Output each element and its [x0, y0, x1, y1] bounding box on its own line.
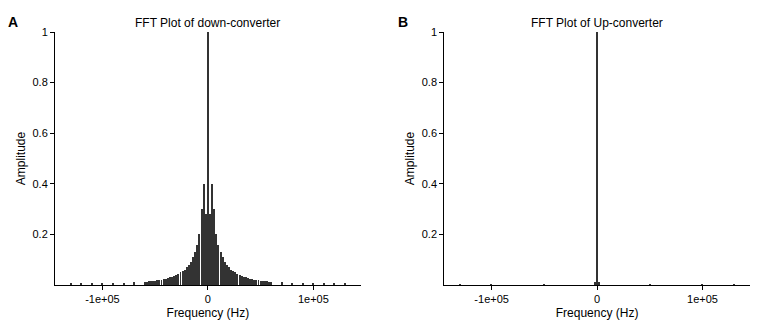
svg-text:1: 1	[42, 26, 48, 38]
svg-text:0.4: 0.4	[422, 178, 437, 190]
svg-text:0: 0	[594, 293, 600, 305]
svg-text:0.8: 0.8	[422, 76, 437, 88]
svg-text:0.2: 0.2	[422, 228, 437, 240]
svg-text:B: B	[398, 14, 408, 30]
svg-text:-1e+05: -1e+05	[85, 293, 120, 305]
svg-text:0.6: 0.6	[422, 127, 437, 139]
svg-text:Amplitude: Amplitude	[403, 132, 417, 186]
svg-text:0.8: 0.8	[33, 76, 48, 88]
svg-text:FFT Plot of Up-converter: FFT Plot of Up-converter	[531, 16, 663, 30]
svg-text:Frequency (Hz): Frequency (Hz)	[167, 306, 250, 320]
svg-text:0.2: 0.2	[33, 228, 48, 240]
svg-text:-1e+05: -1e+05	[474, 293, 509, 305]
svg-text:0.6: 0.6	[33, 127, 48, 139]
svg-text:1e+05: 1e+05	[298, 293, 329, 305]
svg-text:Amplitude: Amplitude	[14, 132, 28, 186]
svg-text:FFT Plot of down-converter: FFT Plot of down-converter	[135, 16, 280, 30]
svg-text:1e+05: 1e+05	[687, 293, 718, 305]
svg-text:0: 0	[205, 293, 211, 305]
svg-text:A: A	[8, 14, 18, 30]
svg-text:1: 1	[431, 26, 437, 38]
svg-text:Frequency (Hz): Frequency (Hz)	[556, 306, 639, 320]
svg-text:0.4: 0.4	[33, 178, 48, 190]
